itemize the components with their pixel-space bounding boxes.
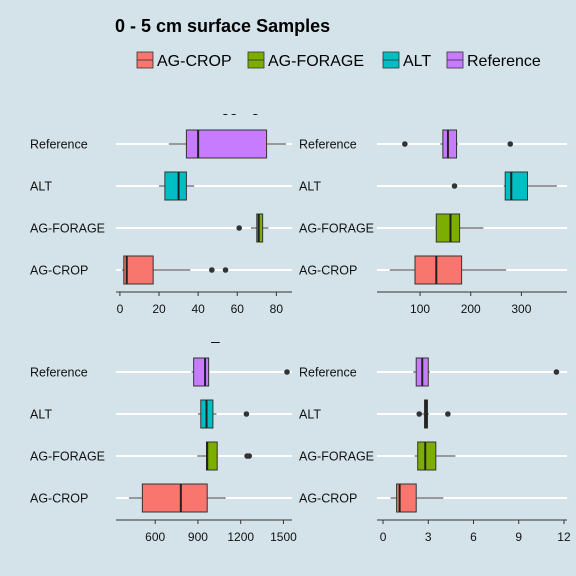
panel-title-3: Total Carbon	[430, 327, 515, 344]
category-label-1-0: Reference	[299, 138, 357, 152]
panels: Water Stable Aggregates Reference ALT AG-FO…	[30, 99, 571, 544]
category-label-3-2: AG-FORAGE	[299, 450, 374, 464]
x-tick-label-3-1: 3	[425, 530, 432, 544]
box-iqr	[442, 129, 458, 159]
box-2-0	[191, 357, 290, 387]
x-tick-label-3-3: 9	[515, 530, 522, 544]
box-iqr	[193, 357, 210, 387]
box-iqr	[504, 171, 528, 201]
category-label-0-3: AG-CROP	[30, 264, 88, 278]
category-label-3-3: AG-CROP	[299, 492, 357, 506]
x-tick-label-1-1: 200	[461, 302, 481, 316]
box-1-0	[402, 129, 514, 159]
category-label-1-2: AG-FORAGE	[299, 222, 374, 236]
outlier-point-0	[416, 411, 423, 417]
category-label-0-0: Reference	[30, 138, 88, 152]
x-tick-label-3-2: 6	[470, 530, 477, 544]
x-tick-label-3-4: 12	[557, 530, 571, 544]
x-tick-label-1-2: 300	[511, 302, 531, 316]
category-label-0-2: AG-FORAGE	[30, 222, 105, 236]
x-tick-label-3-0: 0	[380, 530, 387, 544]
box-2-1	[197, 399, 250, 429]
box-3-0	[413, 357, 560, 387]
panel-1: ß-Glucosidase Reference ALT AG-FORAGE AG-CRO…	[299, 99, 567, 316]
x-tick-label-0-1: 20	[152, 302, 166, 316]
panel-title-0: Water Stable Aggregates	[122, 99, 288, 116]
outlier-point-0	[402, 141, 408, 147]
x-tick-label-0-3: 60	[231, 302, 245, 316]
box-iqr	[435, 213, 461, 243]
panel-2: POX_C Reference ALT AG-FORAGE AG-CROP 600 900 1…	[30, 327, 297, 544]
box-2-3	[128, 483, 226, 513]
category-label-2-2: AG-FORAGE	[30, 450, 105, 464]
category-label-2-0: Reference	[30, 366, 88, 380]
x-tick-label-0-0: 0	[117, 302, 124, 316]
outlier-point-1	[222, 267, 229, 273]
box-3-2	[414, 441, 456, 471]
outlier-point-1	[445, 411, 451, 417]
box-iqr	[123, 255, 154, 285]
outlier-point-0	[209, 267, 215, 273]
box-iqr	[185, 129, 268, 159]
legend-label-3: Reference	[467, 53, 541, 70]
category-label-3-1: ALT	[299, 408, 321, 422]
box-0-2	[236, 213, 269, 243]
outlier-point-0	[284, 369, 290, 375]
legend-label-1: AG-FORAGE	[268, 53, 364, 70]
box-0-3	[121, 255, 229, 285]
legend-label-2: ALT	[403, 53, 431, 70]
box-1-1	[451, 171, 557, 201]
category-label-3-0: Reference	[299, 366, 357, 380]
x-tick-label-2-2: 1200	[227, 530, 254, 544]
category-label-0-1: ALT	[30, 180, 52, 194]
panel-title-2: POX_C	[180, 327, 231, 344]
outlier-point-0	[553, 369, 560, 375]
category-label-1-3: AG-CROP	[299, 264, 357, 278]
category-label-1-1: ALT	[299, 180, 321, 194]
box-0-0	[168, 129, 287, 159]
box-2-2	[197, 441, 253, 471]
box-1-3	[389, 255, 507, 285]
box-iqr	[414, 255, 463, 285]
figure-title: 0 - 5 cm surface Samples	[115, 16, 330, 36]
legend: AG-CROP AG-FORAGE ALT Reference	[136, 51, 541, 70]
box-1-2	[435, 213, 484, 243]
x-tick-label-2-0: 600	[145, 530, 165, 544]
box-iqr	[141, 483, 208, 513]
outlier-point-0	[236, 225, 242, 231]
category-label-2-3: AG-CROP	[30, 492, 88, 506]
box-iqr	[164, 171, 187, 201]
x-tick-label-0-4: 80	[270, 302, 284, 316]
category-label-2-1: ALT	[30, 408, 52, 422]
outlier-point-0	[243, 411, 250, 417]
panel-0: Water Stable Aggregates Reference ALT AG-FO…	[30, 99, 292, 316]
box-iqr	[417, 441, 437, 471]
box-3-1	[416, 399, 451, 429]
outlier-point-1	[246, 453, 253, 459]
box-0-1	[159, 171, 195, 201]
x-tick-label-0-2: 40	[191, 302, 205, 316]
outlier-point-0	[451, 183, 458, 189]
box-3-3	[390, 483, 444, 513]
box-iqr	[396, 483, 417, 513]
panel-3: Total Carbon Reference ALT AG-FORAGE AG-CROP…	[299, 327, 571, 544]
x-tick-label-2-1: 900	[188, 530, 208, 544]
outlier-point-1	[507, 141, 514, 147]
x-tick-label-2-3: 1500	[270, 530, 297, 544]
legend-label-0: AG-CROP	[157, 53, 232, 70]
panel-title-1: ß-Glucosidase	[425, 99, 522, 116]
x-tick-label-1-0: 100	[410, 302, 430, 316]
